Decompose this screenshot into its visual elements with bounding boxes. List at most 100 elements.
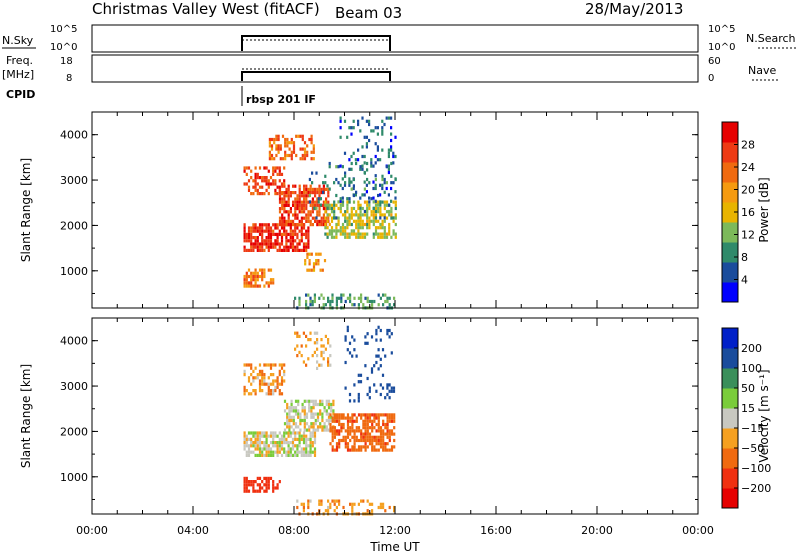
scatter-cell	[361, 226, 364, 230]
scatter-cell	[258, 437, 262, 441]
scatter-cell	[314, 203, 317, 207]
scatter-cell	[371, 303, 374, 307]
scatter-cell	[384, 442, 387, 446]
scatter-cell	[370, 164, 373, 168]
scatter-cell	[285, 236, 288, 240]
scatter-cell	[366, 209, 369, 214]
scatter-cell	[258, 268, 262, 272]
scatter-cell	[338, 416, 341, 420]
scatter-cell	[281, 207, 284, 211]
scatter-cell	[344, 338, 347, 342]
scatter-cell	[294, 203, 297, 207]
scatter-cell	[265, 179, 268, 183]
scatter-cell	[254, 182, 257, 186]
scatter-cell	[265, 489, 268, 493]
scatter-cell	[272, 373, 275, 377]
scatter-cell	[368, 219, 371, 223]
scatter-cell	[379, 183, 382, 187]
scatter-cell	[392, 386, 396, 390]
scatter-cell	[320, 187, 323, 191]
scatter-cell	[278, 223, 282, 227]
scatter-cell	[272, 281, 275, 285]
scatter-cell	[261, 245, 264, 249]
scatter-cell	[261, 373, 264, 377]
scatter-cell	[364, 448, 367, 452]
scatter-cell	[394, 232, 397, 236]
scatter-cell	[303, 187, 306, 191]
scatter-cell	[350, 232, 353, 236]
scatter-cell	[294, 437, 297, 441]
beam-title: Beam 03	[335, 4, 402, 22]
scatter-cell	[280, 392, 284, 396]
freq-trace	[241, 71, 391, 81]
freq-left-tick-top: 18	[60, 56, 73, 67]
scatter-cell	[319, 409, 322, 413]
scatter-cell	[303, 184, 306, 188]
scatter-cell	[333, 229, 336, 233]
scatter-cell	[328, 187, 331, 191]
scatter-cell	[386, 422, 389, 427]
scatter-cell	[379, 216, 382, 220]
scatter-cell	[243, 480, 246, 484]
scatter-cell	[335, 226, 338, 230]
scatter-cell	[351, 413, 354, 417]
scatter-cell	[325, 428, 328, 432]
scatter-cell	[379, 222, 382, 227]
scatter-cell	[261, 431, 264, 435]
scatter-cell	[303, 150, 307, 154]
scatter-cell	[303, 153, 307, 158]
scatter-cell	[381, 348, 385, 352]
scatter-cell	[272, 232, 275, 236]
scatter-cell	[359, 129, 362, 133]
scatter-cell	[258, 382, 262, 386]
scatter-cell	[359, 222, 362, 227]
scatter-cell	[337, 216, 340, 220]
scatter-cell	[377, 219, 380, 223]
scatter-cell	[370, 335, 374, 339]
colorbar-segment	[722, 448, 738, 469]
scatter-cell	[313, 206, 316, 210]
scatter-cell	[379, 435, 383, 439]
scatter-cell	[276, 453, 279, 457]
scatter-cell	[321, 268, 324, 272]
scatter-cell	[252, 192, 255, 196]
scatter-cell	[296, 447, 299, 451]
scatter-cell	[278, 450, 281, 454]
scatter-cell	[357, 222, 360, 227]
scatter-cell	[250, 192, 253, 196]
scatter-cell	[247, 281, 251, 285]
scatter-cell	[311, 223, 314, 227]
scatter-cell	[346, 296, 349, 300]
scatter-cell	[300, 453, 303, 457]
scatter-cell	[394, 222, 397, 227]
colorbar-segment	[722, 488, 738, 509]
colorbar-segment	[722, 408, 738, 429]
scatter-cell	[254, 281, 257, 285]
scatter-cell	[287, 219, 290, 223]
scatter-cell	[385, 186, 388, 191]
scatter-cell	[364, 426, 367, 430]
scatter-cell	[390, 429, 394, 433]
scatter-cell	[366, 161, 369, 166]
scatter-cell	[289, 226, 292, 230]
scatter-cell	[296, 245, 299, 249]
scatter-cell	[375, 435, 378, 439]
scatter-cell	[250, 441, 253, 445]
scatter-cell	[316, 366, 319, 370]
scatter-cell	[283, 210, 286, 214]
scatter-cell	[357, 438, 361, 443]
scatter-cell	[301, 402, 304, 407]
scatter-cell	[252, 245, 255, 249]
scatter-cell	[272, 229, 275, 233]
scatter-cell	[258, 242, 262, 246]
scatter-cell	[313, 299, 316, 304]
scatter-cell	[342, 426, 345, 430]
scatter-cell	[289, 441, 292, 445]
scatter-cell	[331, 426, 334, 430]
scatter-cell	[317, 262, 320, 266]
scatter-cell	[273, 141, 276, 145]
scatter-cell	[322, 181, 325, 185]
scatter-cell	[261, 382, 264, 386]
scatter-cell	[390, 174, 393, 178]
scatter-cell	[258, 434, 262, 438]
